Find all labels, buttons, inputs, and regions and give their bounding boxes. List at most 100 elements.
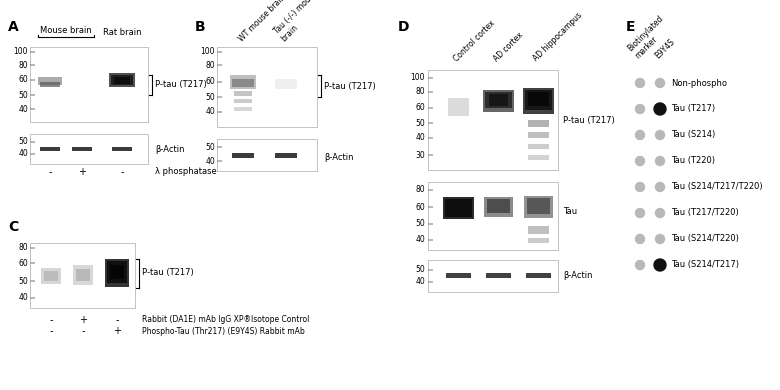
Bar (110, 265, 124, 279)
Bar (428, 239, 433, 241)
Text: β-Actin: β-Actin (563, 271, 593, 280)
Text: 50: 50 (18, 277, 28, 285)
Text: 50: 50 (18, 138, 28, 147)
Bar (217, 139, 317, 171)
Bar (232, 153, 254, 158)
Text: AD hippocampus: AD hippocampus (532, 11, 584, 63)
Text: 50: 50 (205, 142, 215, 151)
Bar (275, 153, 297, 158)
Bar (30, 243, 135, 308)
Bar (217, 47, 317, 127)
Circle shape (636, 234, 644, 243)
Text: 50: 50 (415, 266, 425, 275)
Bar (428, 137, 433, 139)
Text: Tau (S214/T217): Tau (S214/T217) (671, 261, 739, 269)
Text: 60: 60 (415, 103, 425, 112)
Text: WT mouse brain: WT mouse brain (236, 0, 287, 43)
Text: Rat brain: Rat brain (103, 28, 141, 37)
Bar (525, 90, 552, 110)
Bar (486, 273, 511, 278)
Text: 60: 60 (415, 202, 425, 211)
Bar (428, 260, 558, 292)
Bar (443, 197, 474, 219)
Text: Control cortex: Control cortex (452, 18, 497, 63)
Bar (30, 51, 35, 53)
Bar (112, 147, 132, 151)
Bar (528, 120, 549, 127)
Bar (217, 81, 222, 83)
Text: 40: 40 (18, 149, 28, 158)
Text: λ phosphatase: λ phosphatase (155, 167, 217, 177)
Circle shape (655, 156, 665, 165)
Bar (523, 88, 554, 114)
Text: -: - (115, 315, 119, 325)
Bar (30, 297, 35, 299)
Text: +: + (79, 315, 87, 325)
Text: 40: 40 (205, 156, 215, 165)
Text: +: + (78, 167, 86, 177)
Bar (217, 51, 222, 53)
Bar (524, 196, 553, 218)
Text: Phospho-Tau (Thr217) (E9Y4S) Rabbit mAb: Phospho-Tau (Thr217) (E9Y4S) Rabbit mAb (142, 326, 305, 335)
Text: 60: 60 (18, 76, 28, 85)
Circle shape (636, 105, 644, 113)
Bar (528, 226, 549, 234)
Bar (428, 206, 433, 208)
Text: Rabbit (DA1E) mAb IgG XP®Isotope Control: Rabbit (DA1E) mAb IgG XP®Isotope Control (142, 316, 310, 324)
Circle shape (655, 183, 665, 191)
Bar (528, 144, 549, 149)
Text: -: - (81, 326, 85, 336)
Bar (111, 75, 133, 85)
Bar (445, 199, 472, 217)
Bar (38, 77, 62, 85)
Bar (526, 273, 551, 278)
Bar (528, 155, 549, 160)
Text: 80: 80 (19, 243, 28, 252)
Text: 80: 80 (416, 87, 425, 96)
Circle shape (655, 234, 665, 243)
Bar (484, 197, 513, 217)
Text: 40: 40 (18, 105, 28, 113)
Circle shape (636, 156, 644, 165)
Bar (30, 79, 35, 81)
Text: 100: 100 (200, 48, 215, 57)
Text: P-tau (T217): P-tau (T217) (155, 80, 207, 89)
Bar (428, 223, 433, 225)
Bar (30, 64, 35, 66)
Circle shape (655, 131, 665, 140)
Text: β-Actin: β-Actin (155, 145, 185, 154)
Bar (109, 73, 135, 87)
Bar (485, 92, 512, 108)
Text: Tau (S214): Tau (S214) (671, 131, 715, 140)
Text: 40: 40 (415, 236, 425, 245)
Bar (528, 92, 549, 106)
Bar (528, 132, 549, 138)
Text: 80: 80 (416, 186, 425, 195)
Text: 50: 50 (415, 119, 425, 128)
Bar (40, 82, 60, 87)
Bar (41, 268, 61, 284)
Text: Tau (T217/T220): Tau (T217/T220) (671, 209, 739, 218)
Circle shape (655, 209, 665, 218)
Circle shape (636, 183, 644, 191)
Text: +: + (113, 326, 121, 336)
Text: 50: 50 (205, 92, 215, 101)
Bar (30, 94, 35, 96)
Text: 80: 80 (19, 60, 28, 69)
Text: 60: 60 (18, 259, 28, 268)
Text: Tau (S214/T217/T220): Tau (S214/T217/T220) (671, 183, 763, 191)
Text: 100: 100 (410, 73, 425, 83)
Bar (428, 154, 433, 156)
Bar (217, 160, 222, 162)
Bar (44, 271, 58, 281)
Bar (428, 122, 433, 124)
Bar (73, 265, 93, 285)
Bar (217, 146, 222, 148)
Bar (76, 269, 90, 281)
Bar (30, 247, 35, 249)
Text: -: - (120, 167, 124, 177)
Circle shape (636, 261, 644, 269)
Text: -: - (49, 315, 53, 325)
Circle shape (636, 131, 644, 140)
Bar (234, 99, 252, 103)
